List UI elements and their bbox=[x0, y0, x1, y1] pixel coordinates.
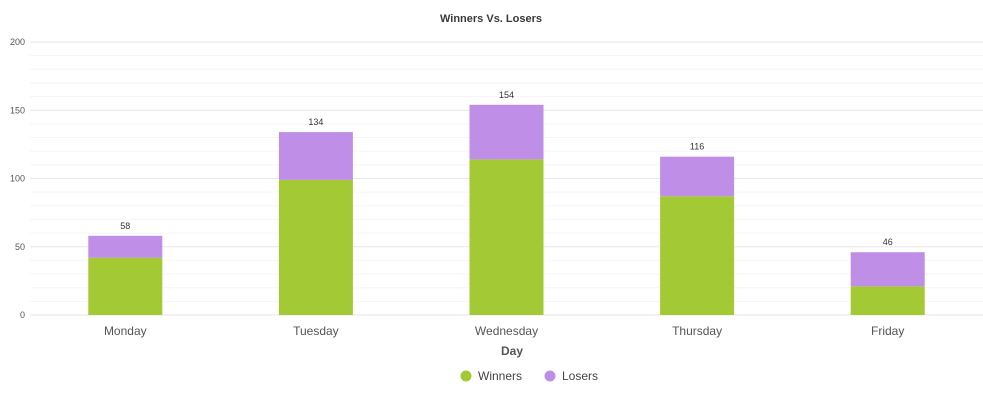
legend-label-losers: Losers bbox=[562, 369, 598, 383]
bar-losers-monday bbox=[88, 235, 163, 258]
bar-winners-thursday bbox=[660, 196, 735, 315]
data-label-total: 58 bbox=[120, 221, 130, 231]
bar-winners-monday bbox=[88, 257, 163, 315]
legend-marker-winners bbox=[460, 370, 472, 382]
y-tick-label: 200 bbox=[10, 37, 25, 47]
legend-marker-losers bbox=[544, 370, 556, 382]
bar-losers-thursday bbox=[660, 156, 735, 197]
x-axis-ticks: Monday Tuesday Wednesday Thursday Friday bbox=[104, 324, 904, 338]
x-tick-label: Tuesday bbox=[293, 324, 339, 338]
x-tick-label: Thursday bbox=[672, 324, 722, 338]
data-label-total: 46 bbox=[883, 237, 893, 247]
bars: 58 134 154 116 46 bbox=[88, 90, 925, 315]
y-tick-label: 50 bbox=[15, 242, 25, 252]
x-tick-label: Monday bbox=[104, 324, 147, 338]
legend: Winners Losers bbox=[460, 369, 598, 383]
data-label-total: 116 bbox=[690, 142, 704, 152]
bar-losers-friday bbox=[850, 252, 925, 287]
data-label-total: 154 bbox=[499, 90, 514, 100]
x-tick-label: Wednesday bbox=[475, 324, 538, 338]
bar-winners-tuesday bbox=[278, 179, 353, 315]
bar-winners-wednesday bbox=[469, 159, 544, 315]
y-axis-ticks: 0 50 100 150 200 bbox=[10, 37, 25, 320]
chart-title: Winners Vs. Losers bbox=[440, 13, 542, 25]
x-tick-label: Friday bbox=[871, 324, 904, 338]
y-tick-label: 100 bbox=[10, 174, 25, 184]
bar-losers-tuesday bbox=[278, 132, 353, 180]
y-tick-label: 0 bbox=[20, 310, 25, 320]
bar-winners-friday bbox=[850, 286, 925, 315]
bar-losers-wednesday bbox=[469, 104, 544, 160]
x-axis-label: Day bbox=[501, 344, 523, 358]
y-tick-label: 150 bbox=[10, 105, 25, 115]
legend-label-winners: Winners bbox=[478, 369, 522, 383]
data-label-total: 134 bbox=[308, 117, 323, 127]
